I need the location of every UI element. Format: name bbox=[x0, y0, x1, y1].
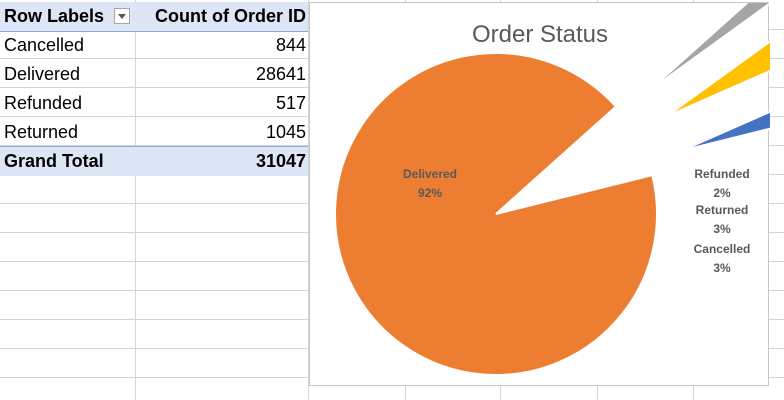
pivot-row-label: Cancelled bbox=[4, 35, 85, 55]
pivot-row-value: 1045 bbox=[265, 122, 306, 142]
chart-title: Order Status bbox=[471, 21, 609, 48]
data-label-refunded-percent: 2% bbox=[713, 186, 731, 200]
pivot-row-value: 517 bbox=[275, 93, 306, 113]
pivot-row-value: 28641 bbox=[255, 64, 306, 84]
grid-column-line bbox=[308, 0, 309, 400]
pivot-row-delivered[interactable]: Delivered 28641 bbox=[0, 60, 308, 89]
pivot-row-label: Returned bbox=[4, 122, 79, 142]
pivot-row-returned[interactable]: Returned 1045 bbox=[0, 118, 308, 147]
pivot-row-label: Delivered bbox=[4, 64, 81, 84]
pivot-row-label: Refunded bbox=[4, 93, 83, 113]
pivot-row-cancelled[interactable]: Cancelled 844 bbox=[0, 31, 308, 60]
pie-slice-cancelled[interactable] bbox=[681, 86, 770, 152]
pie-slice-returned[interactable] bbox=[665, 22, 770, 118]
grand-total-label: Grand Total bbox=[4, 151, 104, 171]
data-label-delivered-name: Delivered bbox=[403, 167, 457, 181]
pivot-row-value: 844 bbox=[275, 35, 306, 55]
data-label-returned-name: Returned bbox=[696, 203, 749, 217]
data-label-cancelled-percent: 3% bbox=[713, 261, 731, 275]
pie-slice-delivered[interactable] bbox=[334, 52, 658, 376]
filter-dropdown-button[interactable] bbox=[114, 8, 130, 24]
pivot-row-refunded[interactable]: Refunded 517 bbox=[0, 89, 308, 118]
pivot-header-row: Row Labels Count of Order ID bbox=[0, 2, 308, 32]
data-label-cancelled-name: Cancelled bbox=[694, 242, 751, 256]
data-label-returned-percent: 3% bbox=[713, 222, 731, 236]
pivot-total-row[interactable]: Grand Total 31047 bbox=[0, 146, 308, 176]
row-labels-header[interactable]: Row Labels bbox=[4, 6, 105, 26]
pie-slice-refunded[interactable] bbox=[647, 3, 770, 92]
grid-column-line bbox=[135, 0, 136, 400]
pie-chart-plot: Delivered 92% Refunded 2% Returned 3% Cancelle… bbox=[334, 3, 770, 376]
count-header[interactable]: Count of Order ID bbox=[155, 6, 306, 26]
grand-total-value: 31047 bbox=[255, 151, 306, 171]
pie-chart[interactable]: Order Status Delivered 92% Refunded 2% Retur… bbox=[309, 2, 770, 386]
data-label-delivered-percent: 92% bbox=[418, 186, 442, 200]
data-label-refunded-name: Refunded bbox=[694, 167, 749, 181]
